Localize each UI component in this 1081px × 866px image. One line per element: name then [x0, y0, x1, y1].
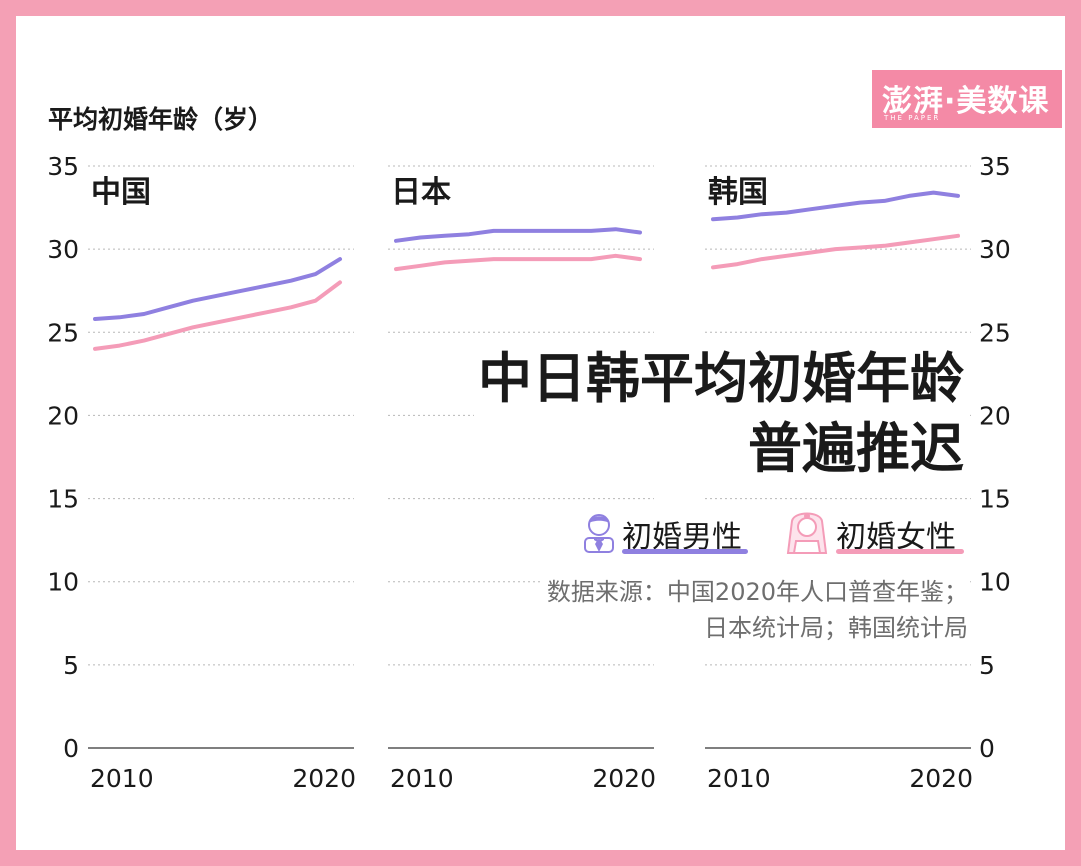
series-line-female — [394, 253, 642, 272]
x-tick-label: 2020 — [292, 764, 356, 793]
y-tick-label-left: 5 — [63, 651, 79, 680]
series-line-female — [93, 280, 342, 351]
y-tick-label-right: 0 — [979, 734, 995, 763]
panel-title: 中国 — [91, 175, 151, 210]
headline: 中日韩平均初婚年龄 普遍推迟 — [474, 344, 968, 484]
legend-line-female — [836, 549, 964, 554]
headline-line-1: 中日韩平均初婚年龄 — [478, 347, 964, 410]
headline-line-2: 普遍推迟 — [748, 417, 964, 480]
x-tick-label: 2010 — [90, 764, 154, 793]
y-tick-label-right: 10 — [979, 568, 1011, 597]
y-tick-label-right: 15 — [979, 485, 1011, 514]
series-line-male — [711, 190, 960, 222]
y-tick-label-right: 30 — [979, 235, 1011, 264]
legend-line-male — [622, 549, 748, 554]
y-tick-label-left: 20 — [47, 401, 79, 430]
y-tick-label-left: 25 — [47, 318, 79, 347]
y-tick-label-right: 35 — [979, 152, 1011, 181]
y-tick-label-left: 30 — [47, 235, 79, 264]
x-tick-label: 2020 — [909, 764, 973, 793]
series-line-male — [394, 227, 642, 243]
data-source-line-1: 数据来源：中国2020年人口普查年鉴； — [546, 578, 968, 606]
y-tick-label-right: 5 — [979, 651, 995, 680]
y-tick-label-right: 20 — [979, 401, 1011, 430]
x-tick-label: 2010 — [390, 764, 454, 793]
x-tick-label: 2010 — [707, 764, 771, 793]
y-tick-label-left: 0 — [63, 734, 79, 763]
legend-item-female: 初婚女性 — [784, 508, 968, 556]
x-tick-label: 2020 — [592, 764, 656, 793]
y-tick-label-left: 35 — [47, 152, 79, 181]
legend-item-male: 初婚男性 — [582, 508, 752, 556]
y-tick-label-left: 15 — [47, 485, 79, 514]
series-line-female — [711, 233, 960, 270]
data-source-line-2: 日本统计局；韩国统计局 — [704, 614, 968, 642]
y-tick-label-right: 25 — [979, 318, 1011, 347]
series-line-male — [93, 257, 342, 321]
bride-icon — [786, 512, 828, 554]
brand-name: 澎湃·美数课 — [882, 84, 1050, 119]
y-tick-label-left: 10 — [47, 568, 79, 597]
data-source: 数据来源：中国2020年人口普查年鉴； 日本统计局；韩国统计局 — [540, 574, 968, 646]
brand-subtitle: THE PAPER — [884, 114, 941, 122]
y-axis-title: 平均初婚年龄（岁） — [48, 105, 274, 134]
panel-title: 日本 — [391, 175, 451, 210]
brand-logo: 澎湃·美数课 THE PAPER — [872, 70, 1062, 128]
panel-title: 韩国 — [708, 175, 768, 210]
groom-icon — [584, 514, 614, 553]
